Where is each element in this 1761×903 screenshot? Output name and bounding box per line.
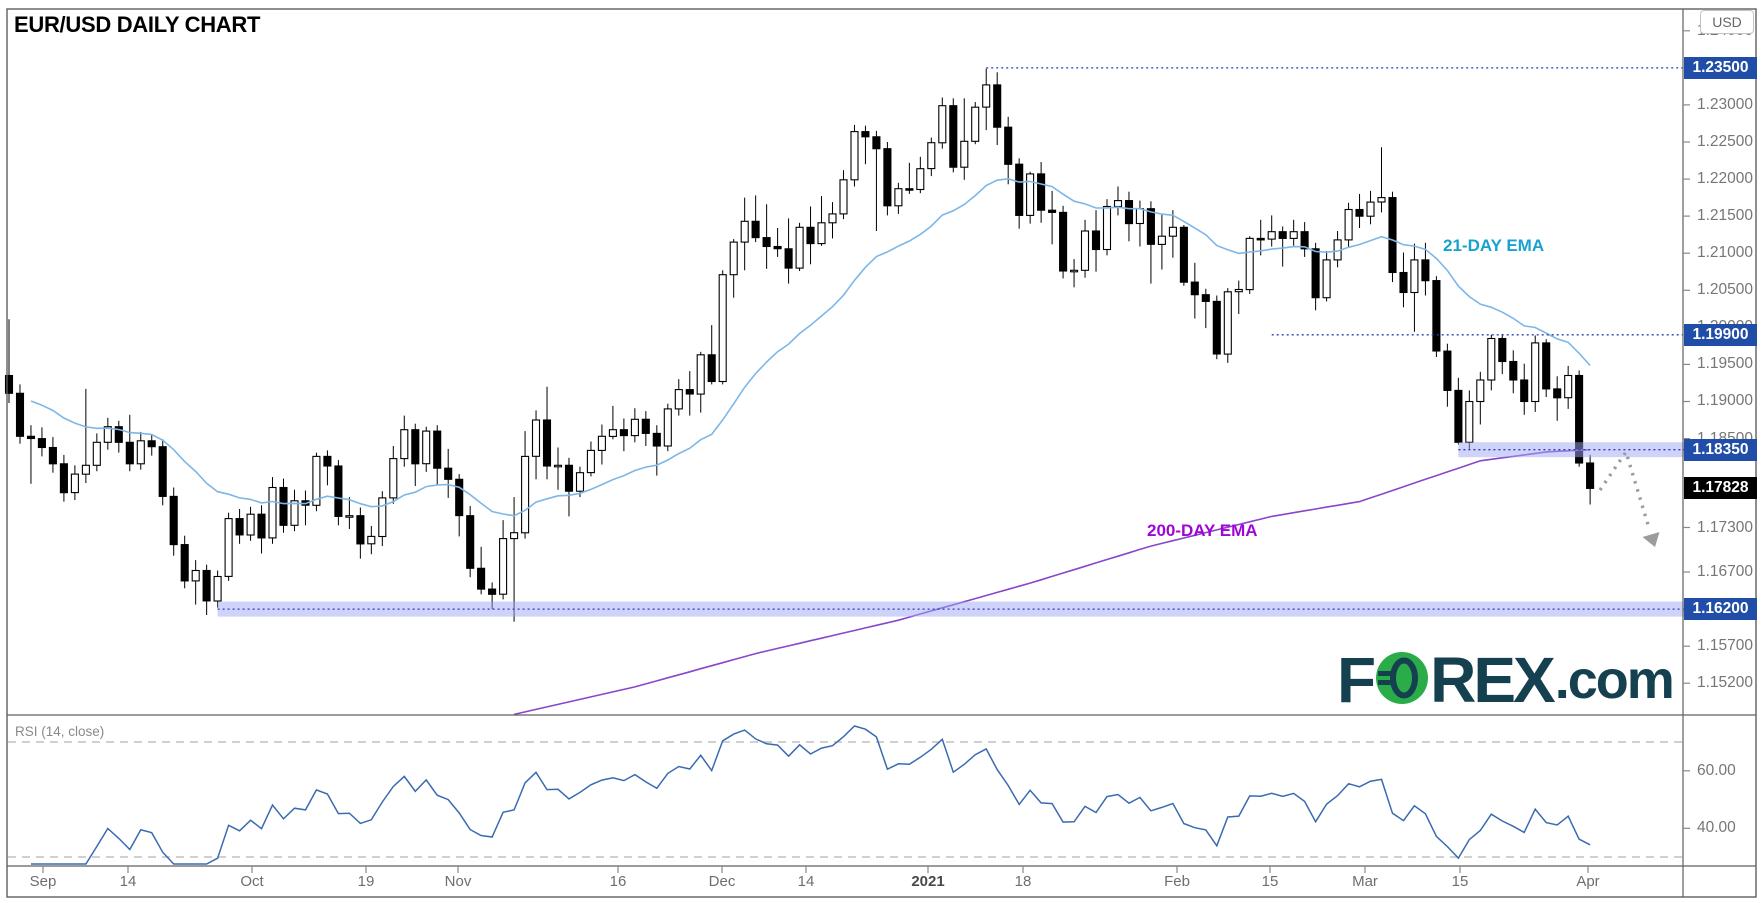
logo-text-dotcom: .com [1554,649,1675,710]
time-axis-label: Sep [29,873,57,890]
rsi-axis-label: 60.00 [1697,762,1736,779]
price-axis-label: 1.23000 [1697,96,1754,113]
green-coin-o-icon [1375,651,1429,710]
rsi-line [31,725,1591,865]
projection-arrow [1598,448,1651,529]
ema21-annotation: 21-DAY EMA [1443,236,1545,255]
ema200-annotation: 200-DAY EMA [1147,521,1258,540]
price-axis-label: 1.22500 [1697,133,1754,150]
time-axis-label: Feb [1164,873,1190,890]
last-price-badge: 1.17828 [1684,477,1757,499]
price-level-badge: 1.18350 [1684,439,1757,461]
time-axis-label: 19 [357,873,375,890]
price-level-badge: 1.23500 [1684,57,1757,79]
price-level-badge: 1.19900 [1684,324,1757,346]
candlestick-series [4,68,1595,622]
rsi-indicator-label: RSI (14, close) [15,724,105,739]
price-axis-label: 1.19000 [1697,392,1754,409]
time-axis-label: Oct [240,873,264,890]
time-axis-label: 16 [609,873,627,890]
time-axis-label: 14 [797,873,815,890]
price-axis-label: 1.15700 [1697,637,1754,654]
price-axis-label: 1.19500 [1697,355,1754,372]
price-axis-label: 1.21500 [1697,207,1754,224]
time-axis-label: 15 [1451,873,1469,890]
time-axis-label: Nov [444,873,472,890]
time-axis-label: 15 [1261,873,1279,890]
price-axis-label: 1.20500 [1697,281,1754,298]
price-axis-label: 1.22000 [1697,170,1754,187]
forex-com-logo: F REX .com [1337,643,1675,716]
price-axis-label: 1.17300 [1697,519,1754,536]
page-title: EUR/USD DAILY CHART [14,12,261,37]
price-level-badge: 1.16200 [1684,598,1757,620]
time-axis-label: Apr [1576,873,1600,890]
time-axis-label: 14 [119,873,137,890]
projection-arrow-head [1642,532,1660,547]
logo-text-f: F [1337,643,1376,716]
time-axis-label: Mar [1352,873,1378,890]
price-axis-label: 1.16700 [1697,563,1754,580]
rsi-axis-label: 40.00 [1697,819,1736,836]
currency-badge[interactable]: USD [1700,10,1754,34]
logo-text-rex: REX [1430,643,1556,716]
ema200-line [513,448,1591,716]
time-axis-label: 2021 [911,873,945,890]
time-axis-label: Dec [708,873,736,890]
price-axis-label: 1.21000 [1697,244,1754,261]
ema21-line [30,177,1591,517]
time-axis-label: 18 [1014,873,1032,890]
price-axis-label: 1.15200 [1697,674,1754,691]
support-band [217,601,1692,617]
